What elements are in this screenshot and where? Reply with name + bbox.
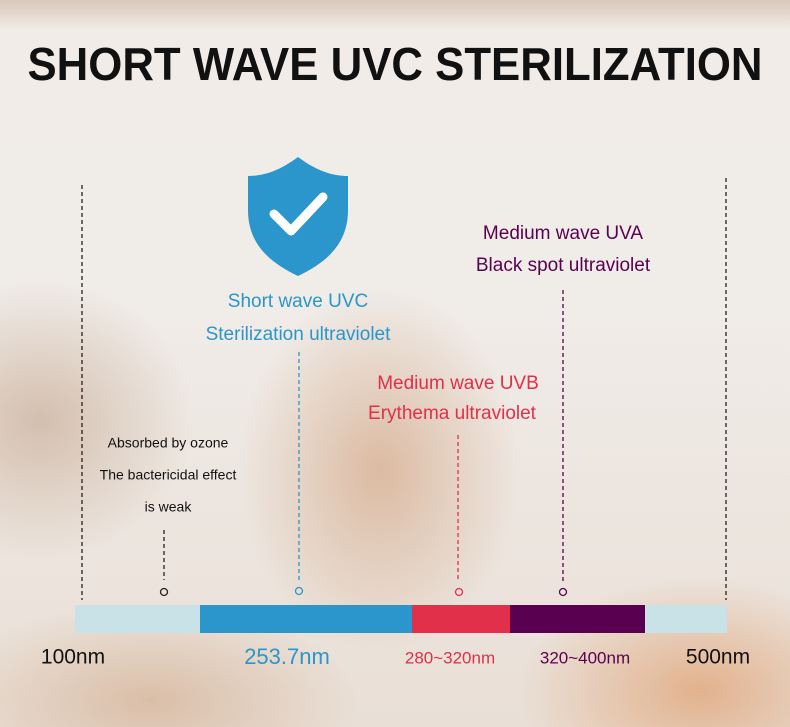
annotation: Sterilization ultraviolet (206, 324, 392, 345)
scale-label: 100nm (41, 646, 105, 669)
scale-label: 280~320nm (405, 648, 495, 667)
annotation: is weak (145, 499, 193, 515)
spectrum-segment (200, 605, 412, 633)
pointer-dot (558, 587, 568, 597)
scale-label: 500nm (686, 646, 750, 669)
check-icon (269, 192, 328, 236)
annotation: Black spot ultraviolet (476, 255, 651, 276)
spectrum-segment (412, 605, 510, 633)
scale-label: 253.7nm (244, 644, 330, 669)
annotation: Absorbed by ozone (108, 435, 229, 451)
pointer-dot (454, 587, 464, 597)
spectrum-segment (75, 605, 200, 633)
annotation: The bactericidal effect (100, 467, 237, 483)
annotation: Medium wave UVA (483, 223, 643, 244)
title: SHORT WAVE UVC STERILIZATION (28, 38, 763, 90)
spectrum-segment (645, 605, 727, 633)
scale-label: 320~400nm (540, 648, 630, 667)
shield-icon (248, 157, 348, 276)
annotation: Short wave UVC (228, 291, 368, 312)
annotation: Erythema ultraviolet (368, 403, 537, 424)
annotation: Medium wave UVB (377, 373, 539, 394)
spectrum-segment (510, 605, 645, 633)
pointer-dot (294, 586, 304, 596)
pointer-dot (159, 587, 169, 597)
